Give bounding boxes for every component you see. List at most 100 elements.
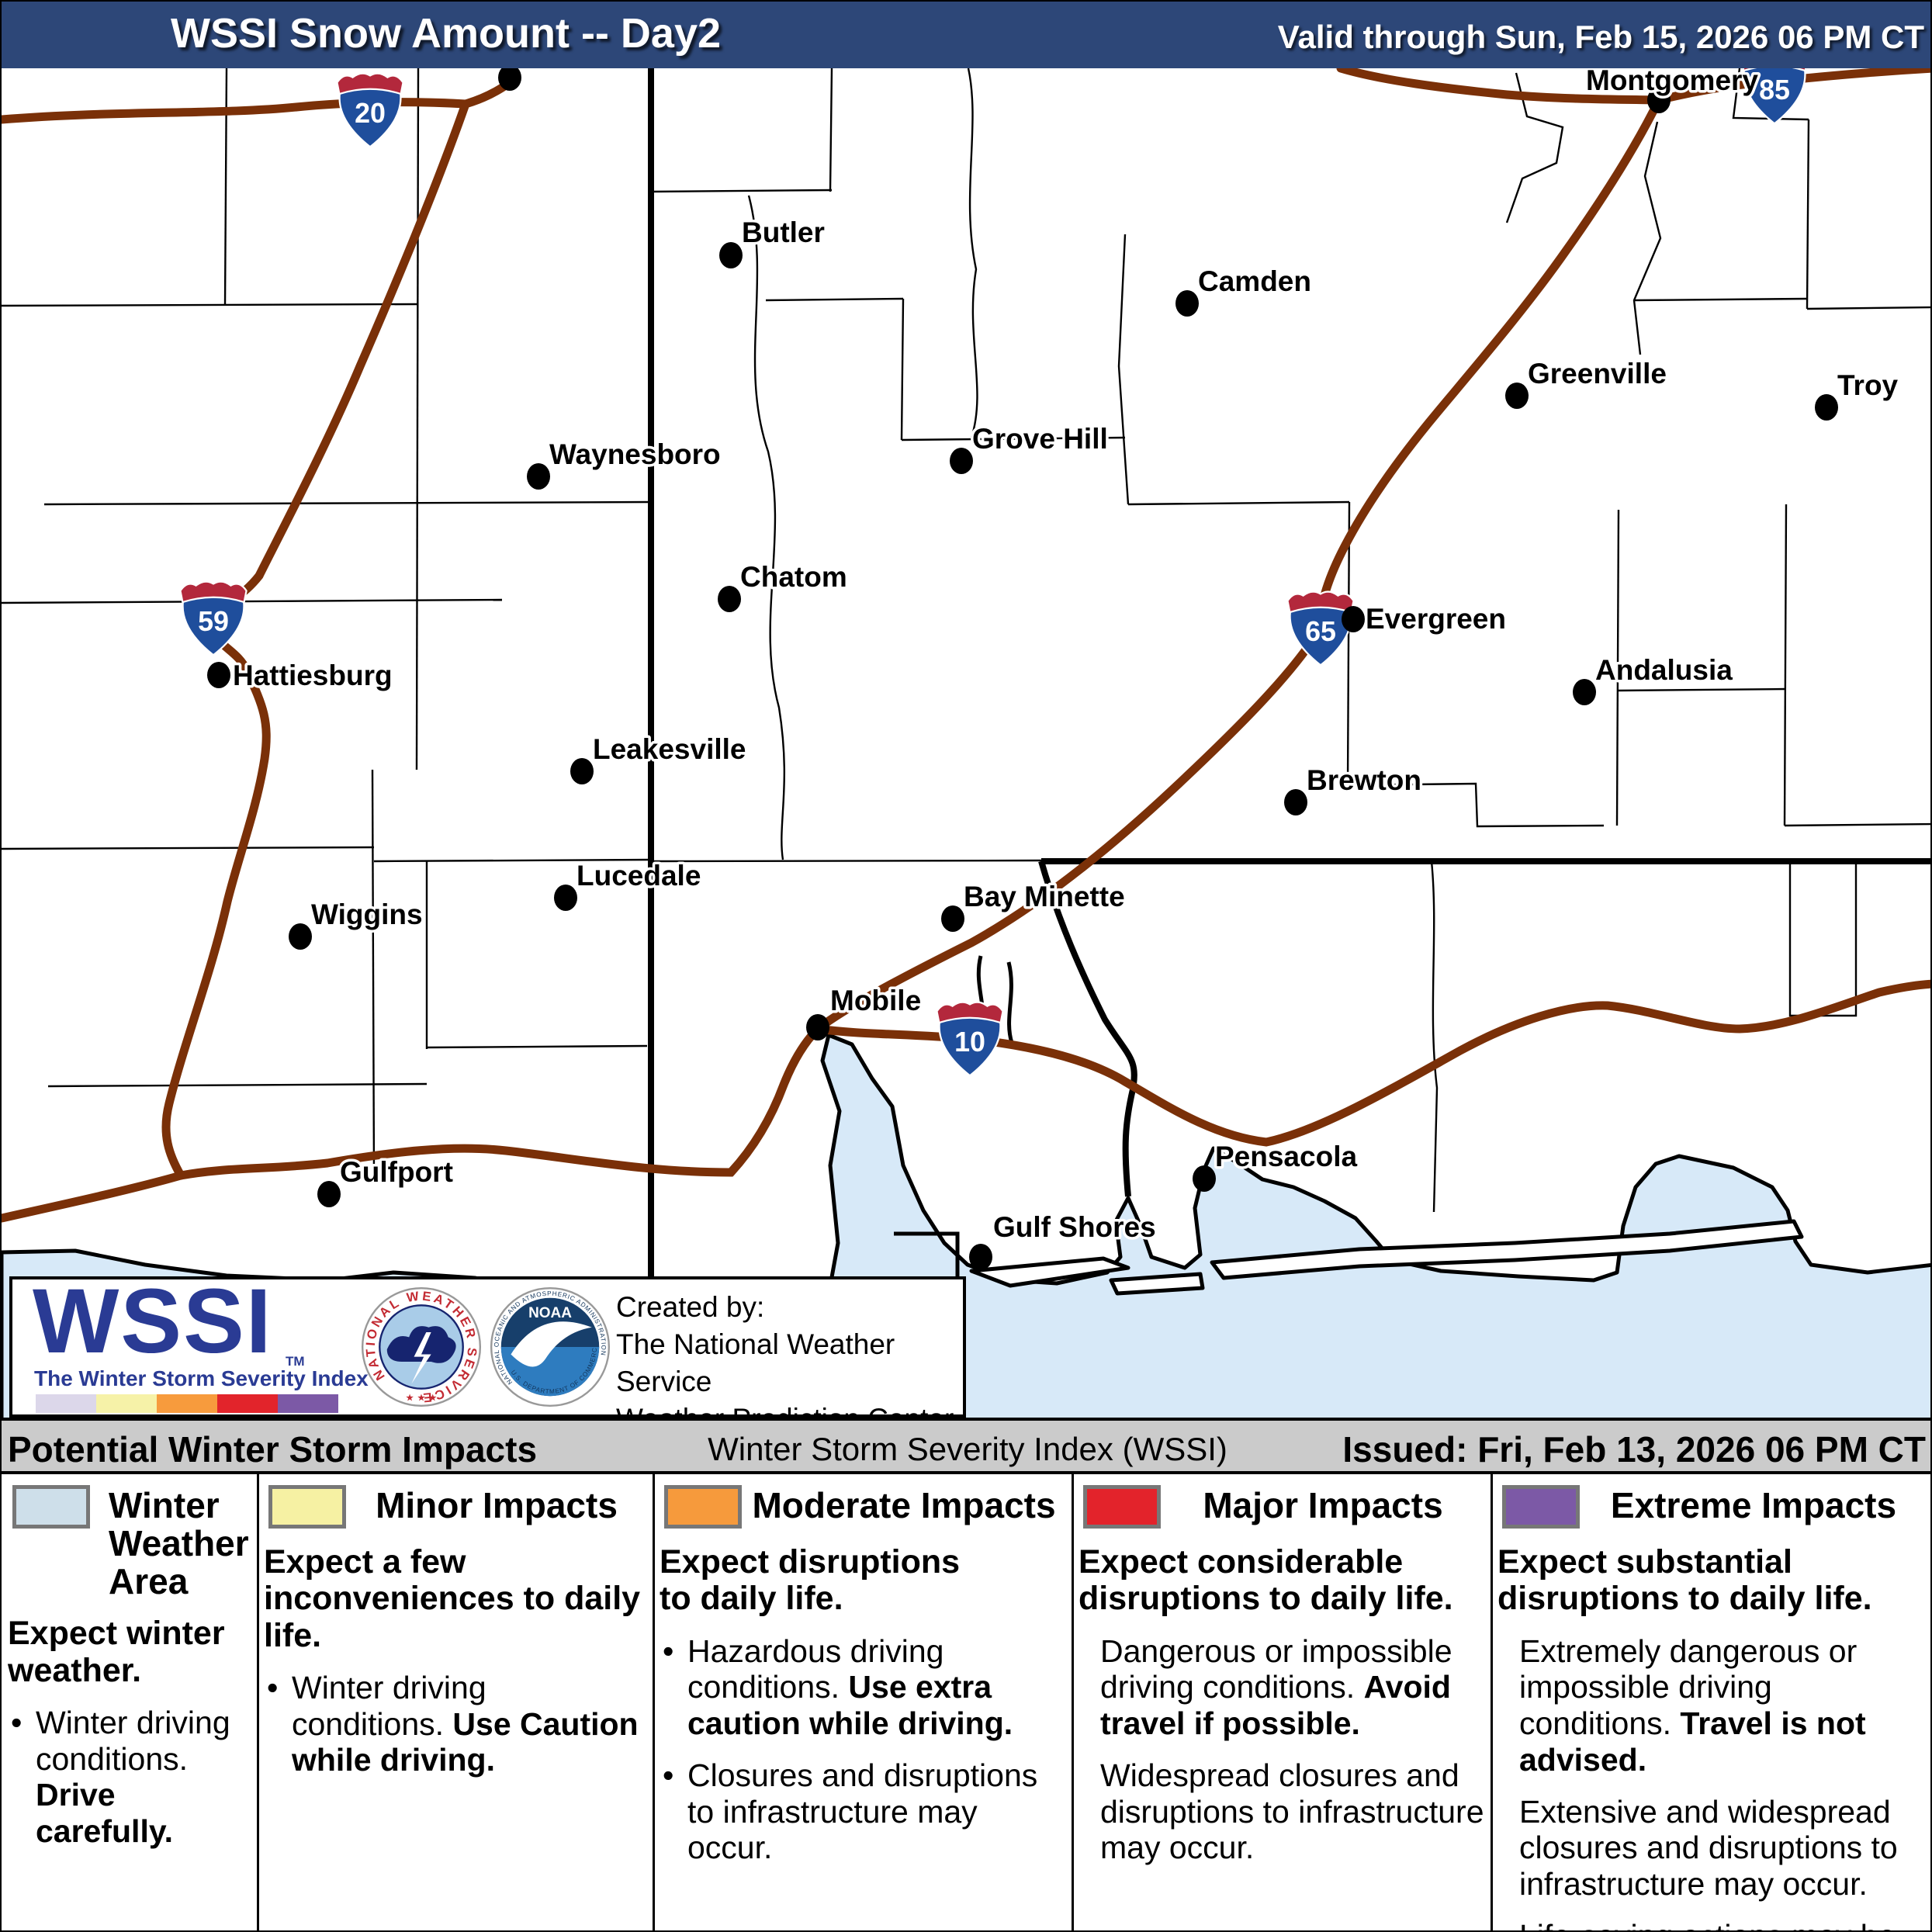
river-line [894, 1231, 960, 1280]
legend-column-winter-weather-area: Winter Weather Area Expect winter weather… [2, 1474, 258, 1930]
interstate-shield: 65 [1286, 590, 1355, 667]
city-label: Brewton [1307, 764, 1421, 796]
emphasis-text: Travel is not advised. [1519, 1705, 1866, 1778]
svg-text:NOAA: NOAA [528, 1305, 572, 1321]
county-boundary [1783, 504, 1788, 826]
interstate-highway [161, 99, 470, 1180]
county-boundary [1806, 306, 1930, 310]
emphasis-text: Use Caution while driving. [292, 1705, 639, 1778]
county-boundary [426, 1044, 648, 1049]
county-boundary [1806, 119, 1810, 310]
city-marker [719, 242, 743, 268]
wssi-severity-scale [36, 1394, 338, 1413]
city-marker [969, 1244, 992, 1270]
city-label: Waynesboro [549, 438, 721, 470]
county-boundary [1633, 297, 1808, 302]
county-boundary [1347, 782, 1605, 828]
county-boundary [415, 68, 420, 770]
legend-lead: Expect winter weather. [8, 1615, 248, 1689]
city-marker [950, 448, 973, 474]
interstate-highway [813, 68, 1666, 1034]
city-label: Hattiesburg [233, 660, 393, 691]
wssi-logo-box: WSSI TM The Winter Storm Severity Index … [9, 1270, 966, 1435]
city-label: Bay Minette [964, 881, 1125, 912]
legend-item: Dangerous or impossible driving conditio… [1079, 1633, 1485, 1742]
county-boundary [650, 859, 1042, 863]
city-label: Andalusia [1595, 654, 1733, 686]
city-marker [1815, 394, 1838, 421]
state-boundary [1038, 860, 1137, 1197]
legend-divider [1072, 1474, 1074, 1930]
credit-line-2: The National Weather Service [616, 1328, 895, 1398]
emphasis-text: Expect substantial disruptions to daily … [1497, 1543, 1872, 1618]
legend-lead: Expect considerable disruptions to daily… [1079, 1543, 1485, 1618]
legend-swatch [1502, 1485, 1580, 1529]
legend-title: Minor Impacts [376, 1485, 618, 1525]
legend-title: Major Impacts [1203, 1485, 1443, 1525]
county-boundary [371, 769, 376, 1178]
city-marker [718, 586, 741, 612]
shield-number: 85 [1759, 74, 1790, 106]
city-label: Camden [1198, 265, 1311, 297]
city-marker [498, 68, 521, 91]
impact-map: 20 85 59 65 10 Montgomery Butler Camden Greenvil… [2, 68, 1930, 1418]
legend-divider [1491, 1474, 1493, 1930]
legend-column-moderate-impacts: Moderate Impacts Expect disruptions to da… [653, 1474, 1072, 1930]
barrier-island [1210, 1219, 1804, 1280]
county-boundary [829, 68, 833, 192]
legend-item: Widespread closures and disruptions to i… [1079, 1757, 1485, 1866]
legend-swatch [664, 1485, 742, 1529]
county-boundary [1127, 500, 1350, 506]
county-boundary [747, 195, 786, 860]
interstate-shield: 10 [936, 1001, 1004, 1077]
wssi-tagline: The Winter Storm Severity Index [34, 1366, 369, 1390]
county-boundary [967, 68, 978, 438]
legend-item: • Hazardous driving conditions. Use extra… [660, 1633, 1066, 1742]
legend-column-minor-impacts: Minor Impacts Expect a few inconveniences… [258, 1474, 653, 1930]
plain-text: Winter driving conditions. [292, 1669, 486, 1742]
bullet-icon: • [663, 1757, 674, 1793]
city-marker [806, 1014, 829, 1040]
plain-text: Extensive and widespread closures and di… [1519, 1793, 1898, 1902]
county-boundary [901, 436, 1126, 441]
interstate-shield: 59 [179, 580, 248, 656]
city-label: Butler [742, 216, 825, 248]
county-boundary [1117, 234, 1130, 505]
river-line [1006, 961, 1014, 1044]
interstate-highway [813, 979, 1930, 1147]
interstate-shield: 85 [1742, 68, 1807, 125]
county-boundary [1784, 822, 1930, 827]
issued-timestamp: Issued: Fri, Feb 13, 2026 06 PM CT [1342, 1429, 1926, 1470]
bullet-icon: • [267, 1669, 279, 1705]
city-label: Pensacola [1215, 1141, 1357, 1172]
legend-item: • Closures and disruptions to infrastruct… [660, 1757, 1066, 1866]
page-title: WSSI Snow Amount -- Day2 [171, 10, 722, 57]
plain-text: Extremely dangerous or impossible drivin… [1519, 1633, 1858, 1742]
barrier-island [1109, 1272, 1205, 1296]
city-label: Montgomery [1586, 68, 1758, 96]
emphasis-text: Expect considerable disruptions to daily… [1079, 1543, 1453, 1618]
legend-swatch [1083, 1485, 1161, 1529]
legend-title: Moderate Impacts [752, 1485, 1056, 1525]
city-marker [570, 758, 594, 784]
scale-color-cell [96, 1394, 157, 1413]
legend-item: Extremely dangerous or impossible drivin… [1497, 1633, 1927, 1778]
legend-column-extreme-impacts: Extreme Impacts Expect substantial disrup… [1491, 1474, 1930, 1930]
county-boundary [1618, 687, 1787, 692]
county-boundary [900, 298, 905, 441]
emphasis-text: Avoid travel if possible. [1100, 1669, 1451, 1742]
county-boundary [373, 858, 652, 863]
county-boundary [1505, 72, 1564, 223]
city-marker [941, 905, 964, 932]
emphasis-text: Expect a few inconveniences to daily lif… [264, 1543, 641, 1654]
county-boundary [1346, 501, 1351, 786]
plain-text: Winter driving conditions. [36, 1704, 230, 1777]
valid-through-text: Valid through Sun, Feb 15, 2026 06 PM CT [1277, 19, 1924, 55]
city-label: Lucedale [576, 860, 701, 892]
county-boundary [765, 297, 904, 302]
city-marker [1193, 1165, 1216, 1192]
wssi-logo-text: WSSI [33, 1270, 273, 1373]
trademark-symbol: TM [286, 1354, 305, 1369]
emphasis-text: Use extra caution while driving. [687, 1669, 1013, 1742]
interstate-shield: 20 [336, 72, 404, 148]
